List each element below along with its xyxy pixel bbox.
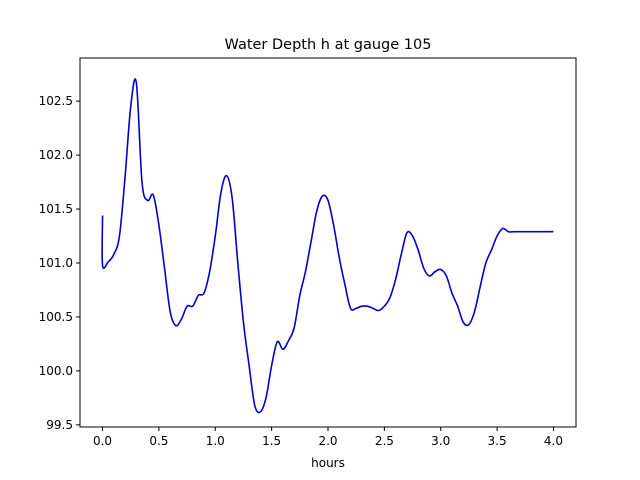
chart-title: Water Depth h at gauge 105 <box>225 37 432 53</box>
y-tick-label: 100.5 <box>39 310 73 324</box>
x-tick-label: 1.0 <box>206 434 225 448</box>
x-tick-label: 4.0 <box>544 434 563 448</box>
x-tick-label: 1.5 <box>262 434 281 448</box>
y-tick-label: 100.0 <box>39 364 73 378</box>
x-axis-ticks: 0.0 0.5 1.0 1.5 2.0 2.5 3.0 3.5 4.0 <box>93 427 563 448</box>
x-tick-label: 2.0 <box>318 434 337 448</box>
x-tick-label: 3.5 <box>488 434 507 448</box>
x-tick-label: 0.5 <box>149 434 168 448</box>
y-tick-label: 102.0 <box>39 148 73 162</box>
y-tick-label: 99.5 <box>46 418 73 432</box>
y-tick-label: 101.0 <box>39 256 73 270</box>
x-tick-label: 3.0 <box>431 434 450 448</box>
x-tick-label: 2.5 <box>375 434 394 448</box>
axes-frame <box>79 57 577 428</box>
x-axis-label: hours <box>311 456 345 470</box>
x-tick-label: 0.0 <box>93 434 112 448</box>
plot-area <box>101 78 554 414</box>
y-axis-ticks: 99.5 100.0 100.5 101.0 101.5 102.0 102.5 <box>39 94 80 432</box>
y-tick-label: 102.5 <box>39 94 73 108</box>
y-tick-label: 101.5 <box>39 202 73 216</box>
series-line-h <box>101 78 554 414</box>
